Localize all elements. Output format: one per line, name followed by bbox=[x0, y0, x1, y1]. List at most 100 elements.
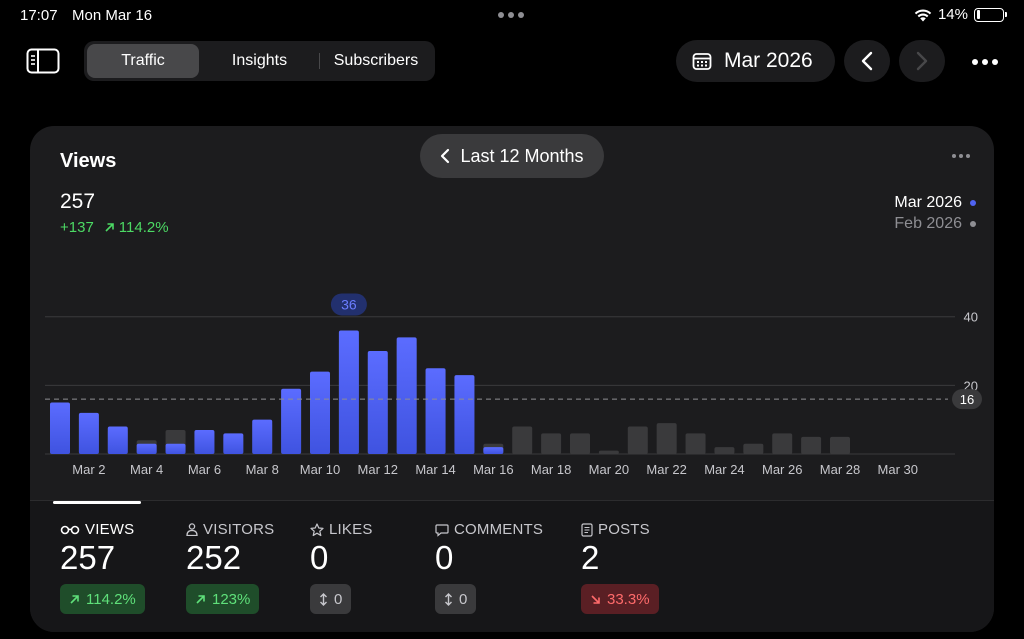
current-bar bbox=[310, 371, 330, 454]
stat-value: 2 bbox=[581, 539, 600, 576]
stat-likes[interactable]: LIKES 0 0 bbox=[310, 521, 373, 614]
stat-label: POSTS bbox=[581, 521, 659, 538]
tab-insights[interactable]: Insights bbox=[231, 52, 288, 69]
stat-value: 0 bbox=[310, 539, 329, 576]
x-tick-label: Mar 6 bbox=[188, 462, 221, 477]
status-date: Mon Mar 16 bbox=[72, 7, 153, 24]
arrow-up-right-icon bbox=[105, 223, 114, 232]
arrow-up-right-icon bbox=[196, 594, 205, 604]
next-period-button[interactable] bbox=[899, 40, 945, 82]
stat-change-chip: 123% bbox=[186, 584, 260, 614]
range-selector-button[interactable]: Last 12 Months bbox=[420, 134, 604, 178]
range-label: Last 12 Months bbox=[460, 145, 584, 166]
chevron-right-icon bbox=[916, 51, 928, 71]
current-bar bbox=[165, 443, 186, 454]
legend-current: Mar 2026 bbox=[894, 194, 962, 211]
change-absolute: +137 bbox=[60, 219, 94, 236]
tab-traffic[interactable]: Traffic bbox=[87, 44, 199, 78]
x-tick-label: Mar 16 bbox=[473, 462, 513, 477]
tab-subscribers[interactable]: Subscribers bbox=[319, 44, 432, 78]
previous-bar bbox=[598, 450, 619, 454]
document-icon bbox=[581, 522, 593, 537]
arrow-up-down-icon bbox=[320, 592, 327, 606]
x-tick-label: Mar 8 bbox=[246, 462, 279, 477]
person-icon bbox=[186, 523, 198, 536]
current-bar bbox=[281, 388, 302, 454]
stat-label-text: VISITORS bbox=[203, 521, 275, 538]
battery-icon bbox=[974, 7, 1007, 22]
stat-label: COMMENTS bbox=[435, 521, 543, 538]
views-change: +137 114.2% bbox=[60, 219, 169, 236]
chevron-left-icon bbox=[861, 51, 873, 71]
previous-bar bbox=[685, 433, 706, 454]
y-tick-label: 40 bbox=[964, 310, 978, 325]
status-bar: 17:07 Mon Mar 16 14% bbox=[0, 0, 1024, 30]
stat-views[interactable]: VIEWS 257 114.2% bbox=[60, 521, 145, 614]
stat-visitors[interactable]: VISITORS 252 123% bbox=[186, 521, 274, 614]
stats-bar: VIEWS 257 114.2% VISITORS 252 123% LIKES 0 0 COMM… bbox=[30, 500, 994, 632]
multitasking-dots-icon[interactable] bbox=[498, 12, 524, 18]
previous-bar bbox=[772, 433, 793, 454]
average-badge-label: 16 bbox=[960, 392, 974, 407]
previous-bar bbox=[743, 443, 764, 454]
stat-label: VISITORS bbox=[186, 521, 274, 538]
previous-bar bbox=[541, 433, 562, 454]
stat-change-chip: 0 bbox=[435, 584, 477, 614]
previous-bar bbox=[627, 426, 648, 454]
current-bar bbox=[50, 402, 70, 454]
change-percent: 114.2% bbox=[118, 219, 169, 236]
stat-posts[interactable]: POSTS 2 33.3% bbox=[581, 521, 659, 614]
sidebar-toggle-icon[interactable] bbox=[26, 48, 60, 74]
current-bar bbox=[454, 375, 475, 454]
stat-change-chip: 114.2% bbox=[60, 584, 145, 614]
x-tick-label: Mar 26 bbox=[762, 462, 802, 477]
arrow-up-right-icon bbox=[70, 594, 79, 604]
x-tick-label: Mar 22 bbox=[646, 462, 686, 477]
stat-change-text: 0 bbox=[334, 590, 343, 608]
previous-bar bbox=[570, 433, 590, 454]
current-bar bbox=[338, 330, 359, 454]
previous-period-button[interactable] bbox=[844, 40, 890, 82]
x-tick-label: Mar 28 bbox=[820, 462, 860, 477]
current-bar bbox=[483, 447, 504, 454]
section-tabs: Traffic Insights Subscribers bbox=[84, 41, 435, 81]
current-bar bbox=[107, 426, 128, 454]
x-tick-label: Mar 14 bbox=[415, 462, 455, 477]
stat-value: 257 bbox=[60, 539, 116, 576]
date-label: Mar 2026 bbox=[724, 49, 813, 72]
previous-bar bbox=[512, 426, 533, 454]
x-tick-label: Mar 18 bbox=[531, 462, 571, 477]
stat-change-text: 114.2% bbox=[86, 590, 136, 608]
status-time: 17:07 bbox=[20, 7, 58, 24]
current-bar bbox=[136, 443, 157, 454]
stat-comments[interactable]: COMMENTS 0 0 bbox=[435, 521, 543, 614]
stat-value: 0 bbox=[435, 539, 454, 576]
x-tick-label: Mar 30 bbox=[878, 462, 918, 477]
stat-change-chip: 0 bbox=[310, 584, 352, 614]
calendar-icon bbox=[692, 53, 712, 70]
stat-label: LIKES bbox=[310, 521, 373, 538]
average-badge bbox=[952, 389, 982, 410]
x-tick-label: Mar 4 bbox=[130, 462, 163, 477]
battery-percent: 14% bbox=[937, 6, 968, 23]
date-picker-button[interactable]: Mar 2026 bbox=[676, 40, 835, 82]
stat-change-text: 123% bbox=[212, 590, 251, 608]
card-more-icon[interactable] bbox=[952, 154, 970, 158]
current-bar bbox=[194, 429, 215, 454]
arrow-down-right-icon bbox=[591, 594, 600, 604]
stat-change-text: 0 bbox=[459, 590, 468, 608]
views-card: Views Last 12 Months 257 +137 114.2% Mar… bbox=[30, 126, 994, 632]
highlight-value-label: 36 bbox=[341, 296, 357, 312]
chart-legend: Mar 2026 Feb 2026 bbox=[894, 192, 976, 234]
card-title: Views bbox=[60, 150, 117, 172]
highlight-badge bbox=[330, 293, 367, 316]
previous-bar bbox=[830, 436, 850, 454]
more-options-icon[interactable] bbox=[968, 52, 1002, 72]
previous-bar bbox=[801, 436, 822, 454]
legend-current-dot bbox=[970, 199, 976, 206]
glasses-icon bbox=[60, 524, 80, 536]
stat-change-chip: 33.3% bbox=[581, 584, 659, 614]
stat-label-text: COMMENTS bbox=[454, 521, 544, 538]
stat-label-text: VIEWS bbox=[85, 521, 135, 538]
